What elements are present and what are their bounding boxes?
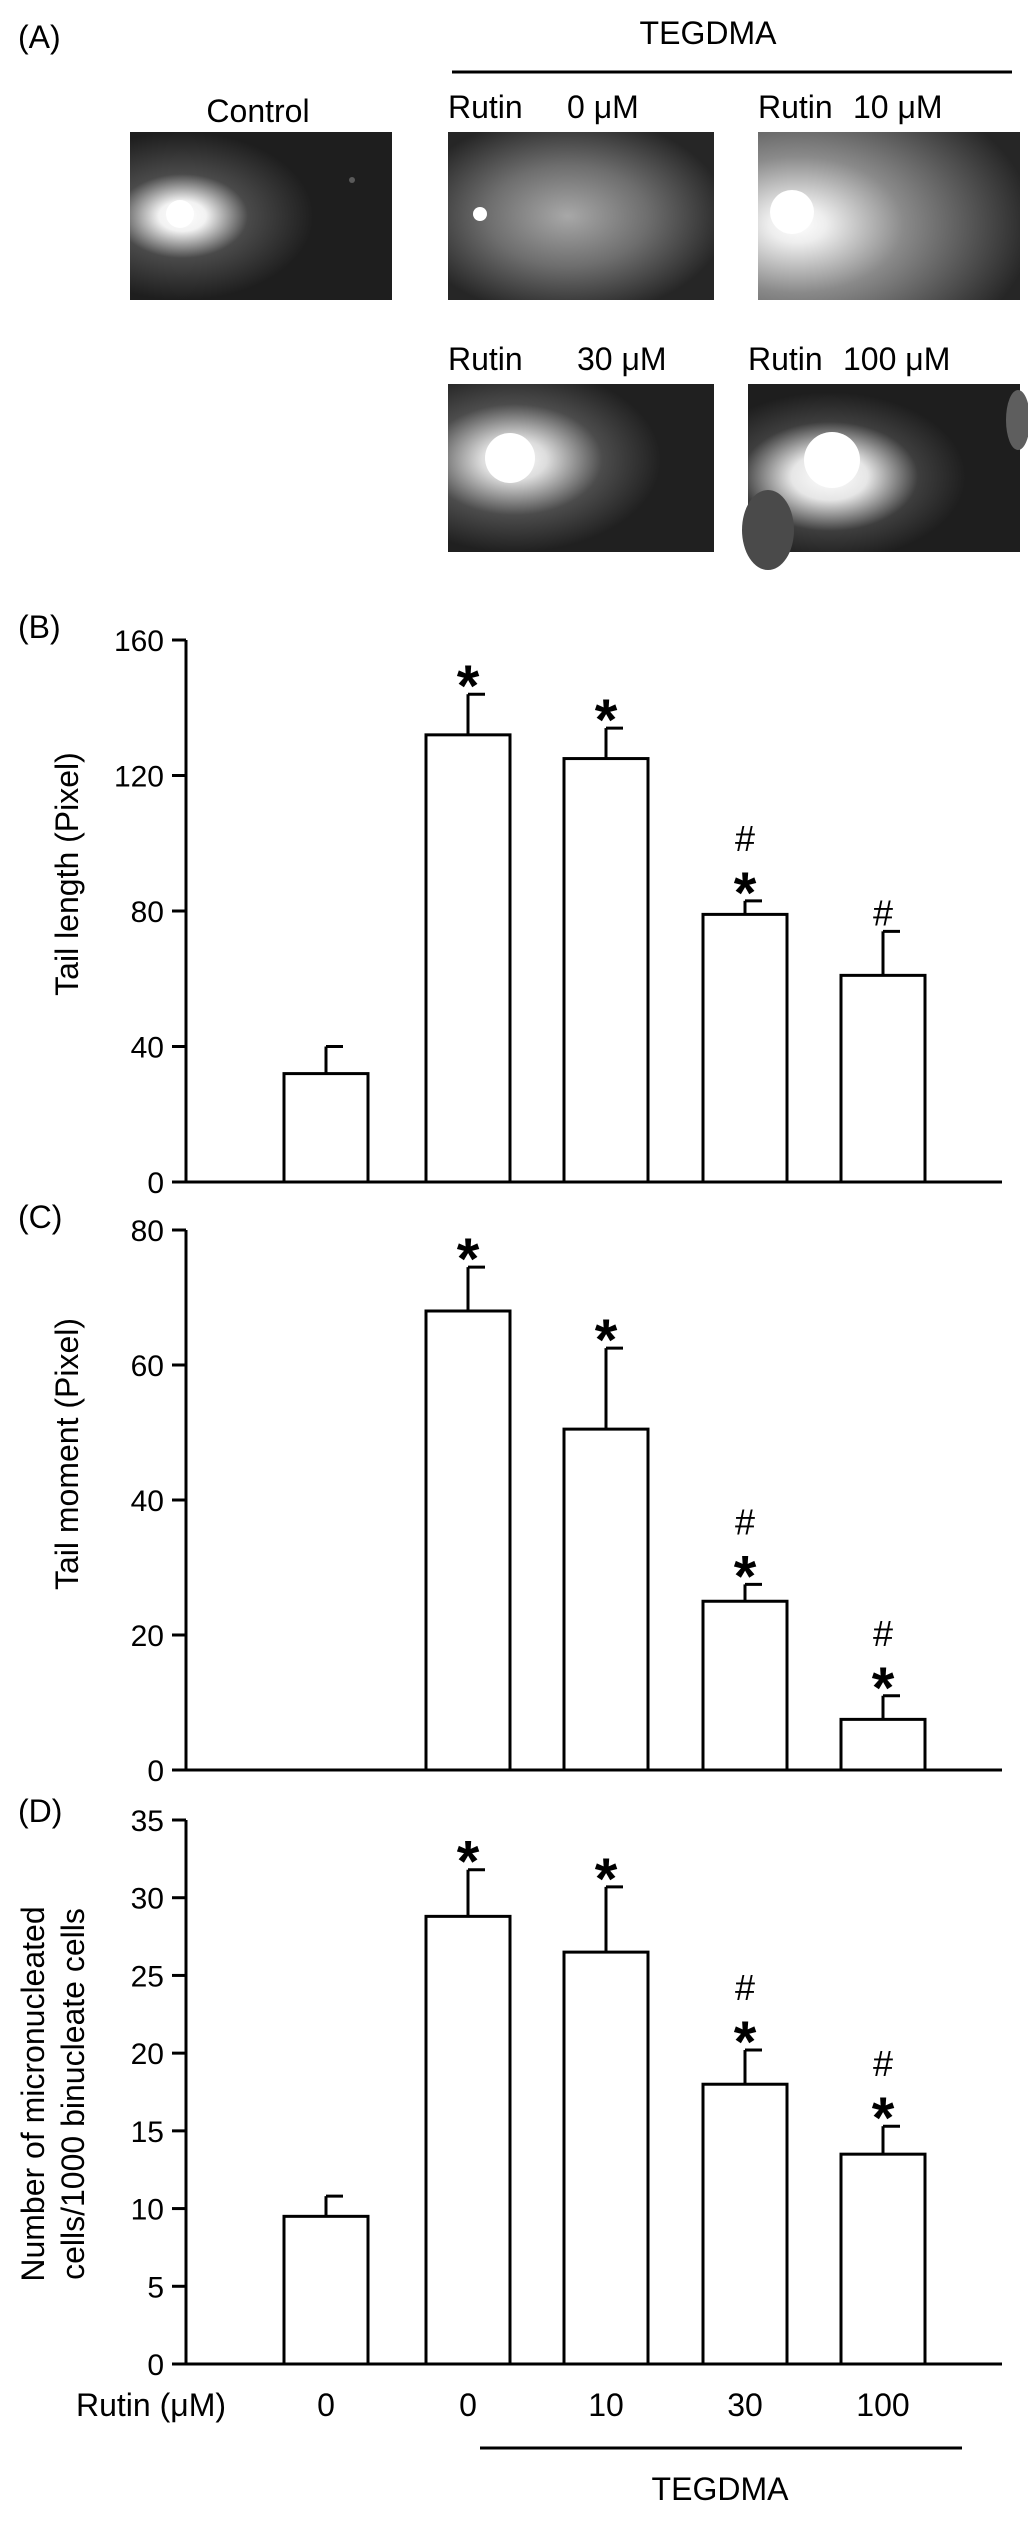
chart-2-bar-3 [701,2082,789,2366]
chart-2-significance-star-3: * [734,2010,757,2075]
panel-c-label: (C) [18,1199,62,1235]
chart-1-bar-3 [701,1599,789,1772]
chart-2-significance-star-1: * [457,1830,480,1895]
chart-0-significance-hash-3: # [735,818,755,859]
chart-1-significance-hash-3: # [735,1501,755,1542]
chart-1-bar-4 [839,1717,927,1772]
chart-0-bar-3 [701,912,789,1184]
comet-image-rutin-30 [448,384,714,552]
chart-0-significance-star-1: * [457,654,480,719]
comet-image-rutin-10 [758,132,1020,300]
chart-2-significance-hash-4: # [873,2043,893,2084]
chart-2-ytick-label: 15 [131,2116,164,2149]
chart-0-ytick-label: 160 [114,625,164,658]
chart-0-bar-2 [562,757,650,1184]
chart-0-bar-1 [424,733,512,1184]
comet-image-rutin-0 [448,132,714,300]
panel-d-ylabel-line-2: cells/1000 binucleate cells [55,1908,91,2280]
image-caption-control: Control [206,93,309,129]
chart-2-ytick-label: 10 [131,2194,164,2227]
chart-1-significance-hash-4: # [873,1613,893,1654]
image-caption-rutin-30-name: Rutin [448,341,523,377]
panel-b-label: (B) [18,609,61,645]
x-category-label-0: 0 [317,2387,335,2423]
chart-0-ytick-label: 0 [147,1167,164,1200]
chart-1-ytick-label: 60 [131,1350,164,1383]
x-category-label-1: 0 [459,2387,477,2423]
comet-image-control [130,132,392,300]
chart-0-ytick-label: 80 [131,896,164,929]
chart-0-ytick-label: 120 [114,761,164,794]
panel-a: (A) TEGDMA Control Rutin 0 μM Rutin 10 μ… [18,15,1028,570]
image-caption-rutin-100-dose: 100 μM [843,341,950,377]
chart-2-significance-star-4: * [872,2086,895,2151]
chart-1-significance-star-3: * [734,1544,757,1609]
panel-c-ylabel: Tail moment (Pixel) [49,1318,85,1590]
chart-2-bar-1 [424,1914,512,2366]
chart-1-significance-star-1: * [457,1227,480,1292]
panel-b-ylabel: Tail length (Pixel) [49,752,85,996]
panel-d-label: (D) [18,1793,62,1829]
chart-2-ytick-label: 30 [131,1883,164,1916]
chart-2-ytick-label: 0 [147,2349,164,2382]
chart-2-ytick-label: 35 [131,1805,164,1838]
chart-1-ytick-label: 40 [131,1485,164,1518]
x-category-label-3: 30 [727,2387,763,2423]
tegdma-bottom-label: TEGDMA [652,2471,790,2507]
x-category-label-4: 100 [856,2387,909,2423]
chart-1-significance-star-4: * [872,1656,895,1721]
chart-2-bar-4 [839,2152,927,2366]
image-caption-rutin-10-name: Rutin [758,89,833,125]
image-caption-rutin-30-dose: 30 μM [577,341,667,377]
chart-0-significance-star-2: * [595,688,618,753]
chart-1-ytick-label: 0 [147,1755,164,1788]
chart-2-ytick-label: 20 [131,2038,164,2071]
image-caption-rutin-10-dose: 10 μM [853,89,943,125]
panel-a-label: (A) [18,19,61,55]
panel-d-micronucleus-chart: (D) Number of micronucleated cells/1000 … [15,1793,1002,2382]
chart-0-significance-star-3: * [734,861,757,926]
chart-0-bar-4 [839,973,927,1184]
chart-1-significance-star-2: * [595,1308,618,1373]
chart-2-significance-hash-3: # [735,1967,755,2008]
chart-2-ytick-label: 25 [131,1960,164,1993]
tegdma-header-label: TEGDMA [640,15,778,51]
chart-0-ytick-label: 40 [131,1032,164,1065]
panel-d-ylabel-line-1: Number of micronucleated [15,1906,51,2281]
chart-1-ytick-label: 80 [131,1215,164,1248]
chart-2-bar-0 [282,2214,370,2366]
chart-2-ytick-label: 5 [147,2271,164,2304]
comet-image-rutin-100 [742,384,1028,570]
x-category-label-2: 10 [588,2387,624,2423]
chart-1-bar-1 [424,1309,512,1772]
rutin-row-label: Rutin (μM) [76,2387,226,2423]
chart-0-significance-hash-4: # [873,892,893,933]
image-caption-rutin-100-name: Rutin [748,341,823,377]
image-caption-rutin-0-dose: 0 μM [567,89,639,125]
chart-1-bar-2 [562,1427,650,1772]
chart-0-bar-0 [282,1072,370,1184]
image-caption-rutin-0-name: Rutin [448,89,523,125]
shared-x-axis: Rutin (μM) 0 0 10 30 100 TEGDMA [76,2387,962,2507]
chart-2-significance-star-2: * [595,1847,618,1912]
chart-1-ytick-label: 20 [131,1620,164,1653]
chart-2-bar-2 [562,1950,650,2366]
